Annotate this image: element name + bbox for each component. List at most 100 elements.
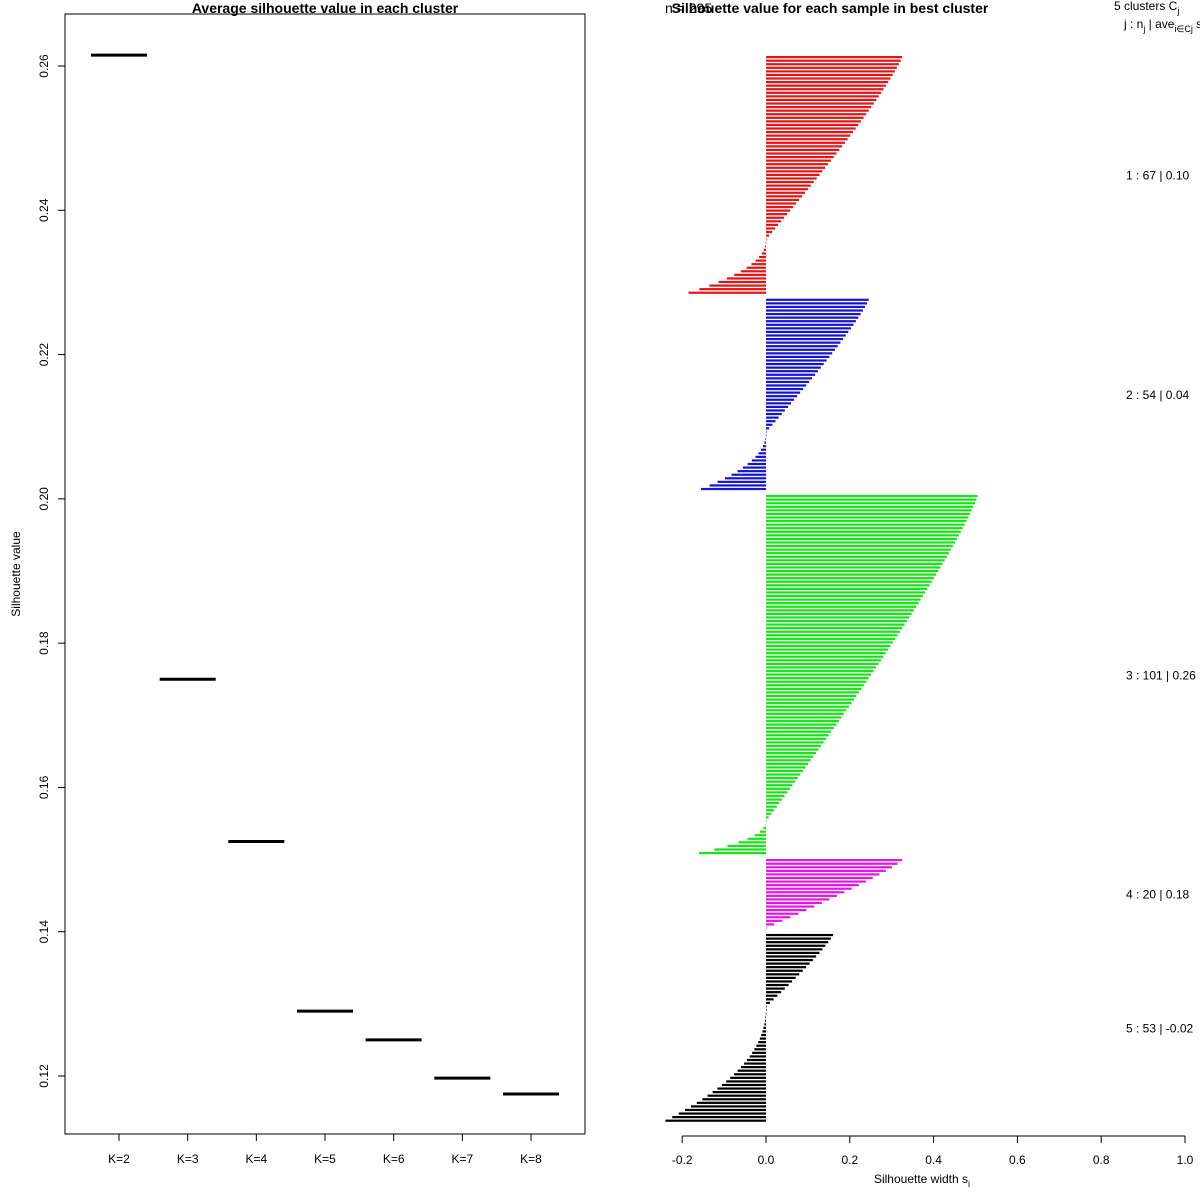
silhouette-bar — [755, 259, 766, 262]
silhouette-bar — [766, 359, 827, 362]
silhouette-bar — [766, 534, 959, 537]
silhouette-bar — [766, 609, 914, 612]
silhouette-bar — [766, 887, 852, 890]
silhouette-bar — [766, 958, 813, 962]
silhouette-bar — [766, 205, 794, 209]
silhouette-bar — [760, 448, 766, 451]
silhouette-bar — [766, 909, 807, 912]
silhouette-bar — [766, 809, 774, 812]
silhouette-bar — [766, 70, 895, 73]
silhouette-bar — [766, 234, 770, 237]
silhouette-bar — [758, 452, 766, 455]
silhouette-bar — [766, 755, 814, 758]
silhouette-bar — [766, 905, 815, 908]
silhouette-bar — [766, 587, 928, 591]
silhouette-bar — [766, 1001, 770, 1004]
left-y-tick-label: 0.12 — [37, 1064, 51, 1088]
silhouette-bar — [766, 370, 818, 373]
left-x-tick-label: K=3 — [177, 1152, 199, 1166]
legend-header-clusters: 5 clusters Cj — [1114, 0, 1179, 16]
silhouette-bar — [766, 730, 832, 733]
silhouette-bar — [766, 573, 937, 576]
right-x-tick-label: 0.8 — [1093, 1153, 1110, 1167]
silhouette-bar — [766, 948, 823, 951]
right-x-tick-label: 0.0 — [758, 1153, 775, 1167]
silhouette-bar — [726, 277, 766, 280]
right-x-tick-label: 0.6 — [1009, 1153, 1026, 1167]
silhouette-bar — [685, 1108, 766, 1112]
silhouette-bar — [766, 983, 789, 987]
left-y-tick-label: 0.26 — [37, 54, 51, 78]
silhouette-bar — [766, 812, 772, 815]
left-x-tick-label: K=2 — [108, 1152, 130, 1166]
silhouette-bar — [766, 662, 879, 665]
silhouette-bar — [766, 127, 856, 130]
silhouette-bar — [766, 59, 901, 62]
silhouette-bar — [738, 841, 766, 844]
silhouette-bar — [766, 637, 896, 640]
silhouette-bar — [766, 719, 839, 723]
silhouette-bar — [766, 544, 953, 548]
silhouette-bar — [766, 976, 796, 979]
silhouette-bar — [766, 702, 852, 705]
silhouette-bar — [766, 412, 782, 416]
silhouette-bar — [766, 216, 785, 219]
silhouette-bar — [740, 1066, 766, 1069]
silhouette-bar — [766, 98, 877, 102]
silhouette-bar — [766, 113, 867, 116]
silhouette-bar — [766, 341, 841, 344]
silhouette-bar — [766, 705, 849, 708]
silhouette-bar — [766, 734, 829, 737]
silhouette-bar — [766, 941, 829, 944]
silhouette-bar — [751, 459, 766, 462]
silhouette-bar — [766, 766, 806, 769]
silhouette-bar — [766, 987, 785, 990]
silhouette-bar — [766, 752, 816, 755]
silhouette-bar — [755, 455, 766, 458]
silhouette-bar — [766, 780, 796, 783]
silhouette-bar — [766, 891, 845, 894]
silhouette-bar — [762, 1030, 766, 1033]
left-x-tick-label: K=8 — [520, 1152, 542, 1166]
right-x-axis-label: Silhouette width si — [874, 1172, 970, 1189]
silhouette-bar — [709, 484, 766, 487]
silhouette-bar — [766, 134, 851, 137]
silhouette-bar — [766, 791, 788, 794]
silhouette-bar — [701, 487, 766, 491]
silhouette-bar — [766, 801, 780, 805]
silhouette-bar — [766, 769, 803, 773]
silhouette-bar — [740, 270, 766, 273]
silhouette-bar — [763, 826, 766, 830]
silhouette-bar — [766, 816, 769, 819]
silhouette-bar — [766, 80, 889, 84]
silhouette-bar — [766, 337, 844, 341]
silhouette-bar — [766, 605, 917, 608]
silhouette-bar — [718, 280, 766, 284]
silhouette-bar — [766, 141, 845, 144]
left-x-axis: K=2 K=3 K=4 K=5 K=6 K=7 K=8 — [108, 1133, 542, 1166]
silhouette-bar — [766, 627, 903, 630]
silhouette-bar — [766, 188, 808, 191]
silhouette-bar — [766, 916, 791, 919]
right-overlapped-title-text: n = 295 — [665, 0, 712, 16]
silhouette-bar — [766, 787, 790, 790]
right-chart-title: Silhouette value for each sample in best… — [672, 0, 989, 16]
right-x-tick-label: 1.0 — [1177, 1153, 1194, 1167]
silhouette-bar — [766, 66, 897, 69]
silhouette-bar — [734, 273, 766, 276]
silhouette-bar — [712, 1091, 766, 1094]
silhouette-bar — [766, 380, 810, 384]
silhouette-bar — [766, 145, 843, 148]
silhouette-bar — [766, 584, 930, 587]
silhouette-bar — [766, 159, 831, 162]
silhouette-bar — [759, 1037, 766, 1040]
silhouette-bar — [766, 305, 866, 309]
right-bars — [665, 56, 978, 1122]
silhouette-bar — [766, 416, 779, 419]
silhouette-bar — [766, 223, 779, 227]
silhouette-bar — [766, 898, 830, 901]
silhouette-bar — [766, 102, 874, 105]
silhouette-bar — [766, 512, 971, 516]
left-x-tick-label: K=7 — [452, 1152, 474, 1166]
silhouette-bar — [766, 737, 827, 740]
